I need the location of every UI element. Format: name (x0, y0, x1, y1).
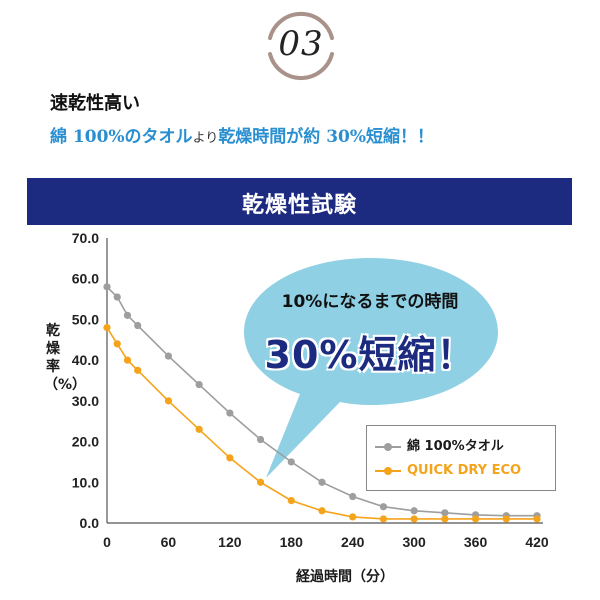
x-tick-label: 180 (280, 534, 304, 550)
chart-title: 乾燥性試験 (241, 193, 357, 218)
x-tick-label: 240 (341, 534, 365, 550)
callout-line2: 30%短縮！ (264, 333, 476, 377)
y-axis-label: 乾燥率（%） (44, 323, 87, 393)
x-tick-label: 420 (525, 534, 549, 550)
data-point (379, 515, 388, 523)
tick-labels: 0.0 10.0 20.0 30.0 40.0 50.0 60.0 70.0 0 60 120 180… (72, 230, 549, 550)
data-point (441, 509, 449, 517)
subtitle-part2: より (192, 131, 219, 146)
chart-title-banner: 乾燥性試験 (27, 178, 572, 225)
section-badge: 03 (0, 0, 600, 90)
data-point (502, 515, 510, 523)
data-point (123, 311, 132, 319)
data-point (318, 507, 326, 515)
legend-swatch-quickdry (375, 466, 401, 476)
y-tick-label: 70.0 (72, 230, 99, 246)
x-tick-label: 120 (218, 534, 242, 550)
callout-bubble-shape (244, 258, 498, 478)
x-axis-label: 経過時間（分） (296, 569, 394, 585)
y-tick-label: 0.0 (80, 515, 100, 531)
data-point (256, 478, 265, 486)
series-layer (103, 283, 541, 523)
x-tick-label: 0 (103, 534, 111, 550)
data-point (113, 340, 121, 348)
x-tick-label: 300 (402, 534, 426, 550)
data-point (410, 515, 418, 523)
legend-item-cotton: 綿 100%タオル (375, 435, 504, 454)
data-point (533, 515, 541, 523)
data-point (318, 478, 326, 486)
callout-line1: 10%になるまでの時間 (281, 292, 459, 312)
data-point (134, 321, 142, 330)
y-tick-label: 50.0 (72, 311, 99, 327)
data-point (256, 435, 265, 444)
data-point (349, 513, 357, 521)
chart-legend: 綿 100%タオル QUICK DRY ECO (366, 425, 556, 491)
data-point (226, 409, 234, 417)
x-tick-label: 360 (464, 534, 488, 550)
data-point (471, 515, 480, 523)
y-tick-label: 60.0 (72, 271, 99, 287)
subtitle-part3: 乾燥時間が約 30%短縮！！ (218, 127, 435, 147)
y-tick-label: 30.0 (72, 393, 99, 409)
data-point (195, 380, 203, 389)
badge-number: 03 (278, 24, 324, 64)
legend-swatch-cotton (375, 442, 401, 452)
data-point (287, 497, 295, 505)
legend-label-cotton: 綿 100%タオル (407, 439, 504, 454)
data-point (123, 356, 132, 364)
y-tick-label: 20.0 (72, 434, 99, 450)
section-title: 速乾性高い (50, 93, 140, 114)
data-point (379, 503, 388, 511)
data-point (113, 293, 121, 301)
legend-item-quickdry: QUICK DRY ECO (375, 463, 521, 478)
data-point (441, 515, 449, 523)
badge-arc-icon (268, 11, 334, 81)
data-point (134, 366, 142, 374)
data-point (226, 454, 234, 462)
series-quickdry (103, 323, 541, 523)
subtitle-part1: 綿 100%のタオル (50, 127, 193, 147)
legend-label-quickdry: QUICK DRY ECO (407, 463, 522, 478)
data-point (164, 397, 173, 405)
y-tick-label: 10.0 (72, 474, 99, 490)
data-point (349, 492, 357, 501)
data-point (410, 507, 418, 515)
data-point (287, 458, 295, 466)
y-tick-label: 40.0 (72, 352, 99, 368)
x-tick-label: 60 (161, 534, 177, 550)
data-point (195, 425, 203, 433)
data-point (164, 352, 173, 360)
data-point (103, 323, 111, 332)
data-point (103, 283, 111, 291)
section-subtitle: 綿 100%のタオルより乾燥時間が約 30%短縮！！ (50, 122, 434, 147)
callout-bubble (244, 258, 498, 478)
